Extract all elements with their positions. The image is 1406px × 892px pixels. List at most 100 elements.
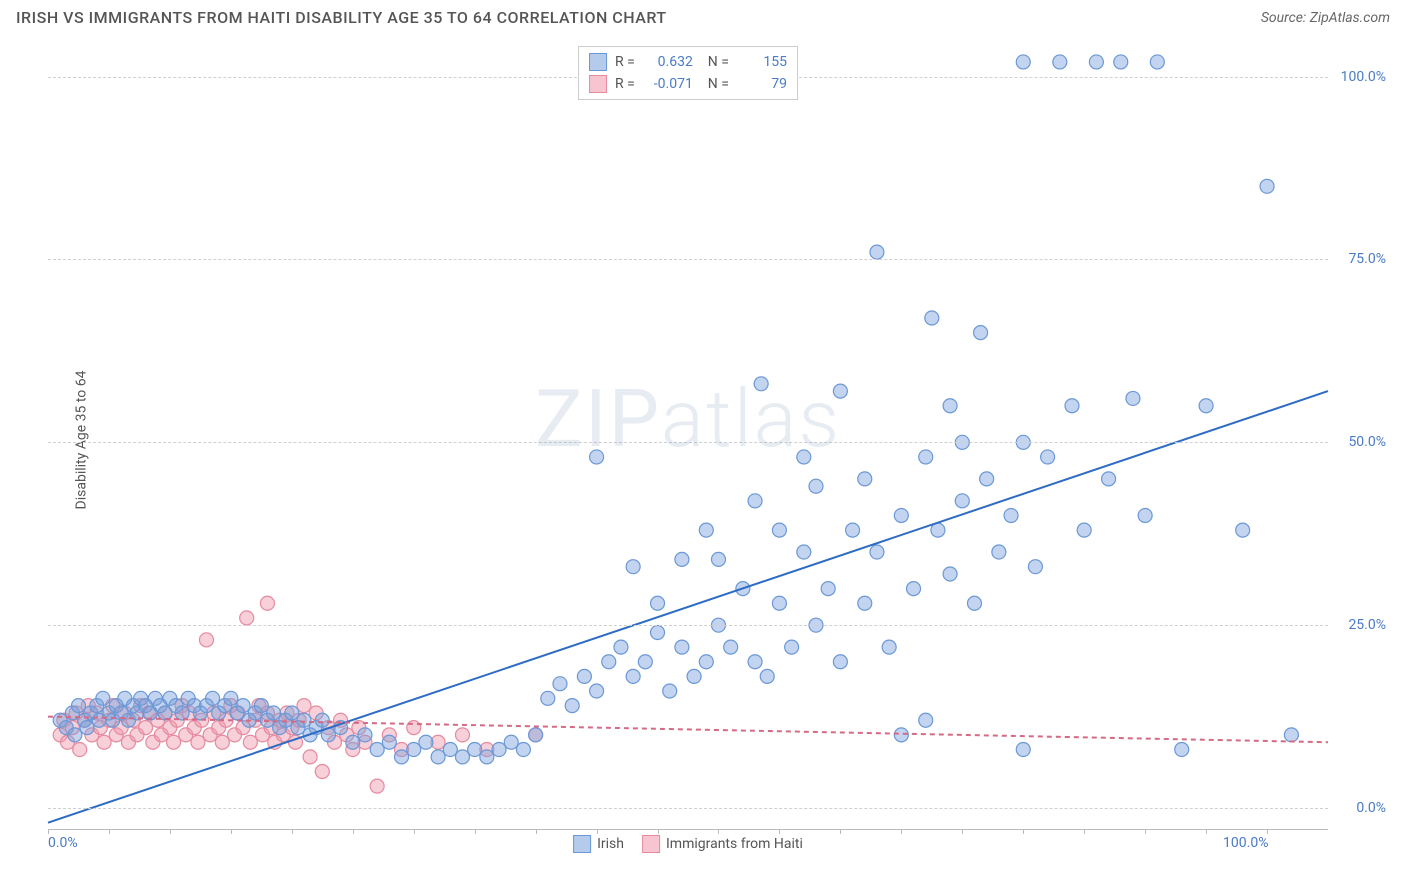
data-point	[590, 684, 604, 698]
data-point	[191, 735, 205, 749]
data-point	[175, 706, 189, 720]
data-point	[1260, 179, 1274, 193]
data-point	[468, 743, 482, 757]
data-point	[797, 545, 811, 559]
data-point	[1004, 508, 1018, 522]
data-point	[992, 545, 1006, 559]
data-point	[748, 494, 762, 508]
data-point	[797, 450, 811, 464]
y-tick-label: 50.0%	[1348, 434, 1386, 450]
data-point	[943, 567, 957, 581]
gridline	[48, 808, 1328, 809]
data-point	[967, 596, 981, 610]
x-tick-mark	[658, 829, 659, 834]
legend-r-label: R =	[615, 54, 635, 70]
data-point	[370, 743, 384, 757]
x-tick-mark	[292, 829, 293, 834]
legend-item-irish: Irish	[573, 835, 624, 853]
chart-title: IRISH VS IMMIGRANTS FROM HAITI DISABILIT…	[16, 8, 667, 27]
data-point	[699, 655, 713, 669]
x-tick-mark	[718, 829, 719, 834]
data-point	[167, 735, 181, 749]
data-point	[407, 743, 421, 757]
data-point	[821, 582, 835, 596]
data-point	[68, 728, 82, 742]
data-point	[215, 735, 229, 749]
data-point	[455, 750, 469, 764]
data-point	[553, 677, 567, 691]
data-point	[1236, 523, 1250, 537]
data-point	[907, 582, 921, 596]
data-point	[1016, 55, 1030, 69]
y-tick-label: 25.0%	[1348, 617, 1386, 633]
data-point	[73, 743, 87, 757]
legend-r-value-haiti: -0.071	[643, 76, 693, 92]
plot-area: ZIPatlas R = 0.632 N = 155 R = -0.071 N …	[48, 40, 1328, 830]
x-tick-label: 100.0%	[1223, 835, 1268, 851]
data-point	[724, 640, 738, 654]
data-point	[974, 326, 988, 340]
x-tick-mark	[779, 829, 780, 834]
x-tick-mark	[231, 829, 232, 834]
data-point	[1077, 523, 1091, 537]
data-point	[870, 545, 884, 559]
data-point	[772, 596, 786, 610]
data-point	[1089, 55, 1103, 69]
data-point	[267, 706, 281, 720]
data-point	[1028, 560, 1042, 574]
trend-line	[48, 391, 1328, 823]
data-point	[919, 713, 933, 727]
data-point	[1175, 743, 1189, 757]
data-point	[240, 611, 254, 625]
data-point	[626, 669, 640, 683]
chart-container: Disability Age 35 to 64 ZIPatlas R = 0.6…	[48, 40, 1388, 840]
x-tick-label: 0.0%	[48, 835, 78, 851]
data-point	[455, 728, 469, 742]
x-tick-mark	[1023, 829, 1024, 834]
data-point	[370, 779, 384, 793]
scatter-svg	[48, 40, 1328, 829]
data-point	[1150, 55, 1164, 69]
x-tick-mark	[536, 829, 537, 834]
data-point	[529, 728, 543, 742]
legend-label-haiti: Immigrants from Haiti	[666, 836, 803, 852]
chart-header: IRISH VS IMMIGRANTS FROM HAITI DISABILIT…	[0, 0, 1406, 31]
data-point	[407, 721, 421, 735]
x-tick-mark	[597, 829, 598, 834]
legend-n-label: N =	[701, 76, 729, 92]
x-tick-mark	[840, 829, 841, 834]
legend-item-haiti: Immigrants from Haiti	[642, 835, 803, 853]
data-point	[285, 706, 299, 720]
x-tick-mark	[1084, 829, 1085, 834]
gridline	[48, 442, 1328, 443]
data-point	[224, 691, 238, 705]
data-point	[833, 655, 847, 669]
data-point	[590, 450, 604, 464]
data-point	[1114, 55, 1128, 69]
x-tick-mark	[414, 829, 415, 834]
data-point	[260, 596, 274, 610]
data-point	[1016, 743, 1030, 757]
data-point	[955, 494, 969, 508]
data-point	[858, 472, 872, 486]
x-tick-mark	[353, 829, 354, 834]
data-point	[675, 640, 689, 654]
data-point	[303, 750, 317, 764]
legend-n-label: N =	[701, 54, 729, 70]
x-tick-mark	[109, 829, 110, 834]
gridline	[48, 625, 1328, 626]
y-tick-label: 75.0%	[1348, 251, 1386, 267]
x-tick-mark	[48, 829, 49, 834]
data-point	[516, 743, 530, 757]
data-point	[254, 699, 268, 713]
data-point	[754, 377, 768, 391]
data-point	[565, 699, 579, 713]
data-point	[431, 750, 445, 764]
data-point	[833, 384, 847, 398]
x-tick-mark	[962, 829, 963, 834]
data-point	[858, 596, 872, 610]
data-point	[919, 450, 933, 464]
data-point	[614, 640, 628, 654]
legend-swatch-haiti-bottom	[642, 835, 660, 853]
data-point	[315, 764, 329, 778]
